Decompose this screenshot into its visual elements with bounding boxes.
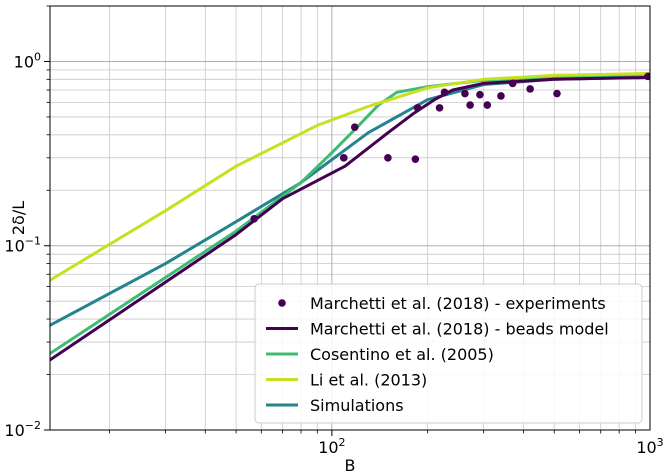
legend-label: Cosentino et al. (2005)	[310, 345, 494, 364]
y-tick-label: 10−2	[4, 419, 41, 440]
data-point	[250, 215, 259, 223]
series-line	[50, 75, 650, 362]
data-point	[526, 85, 534, 93]
x-axis-label: B	[345, 456, 356, 475]
data-point	[553, 89, 561, 98]
data-point	[384, 154, 392, 162]
data-point	[508, 79, 517, 88]
x-tick-label: 102	[318, 436, 345, 457]
series-line	[50, 72, 650, 282]
data-point	[440, 88, 449, 97]
legend-label: Li et al. (2013)	[310, 371, 427, 390]
data-point	[413, 104, 422, 112]
plot-frame	[49, 5, 651, 431]
tick-labels: 102 103 10−2 10−1 100	[4, 50, 663, 457]
data-point	[339, 154, 348, 162]
data-point	[644, 72, 650, 81]
y-tick-label: 100	[14, 50, 41, 71]
legend-label: Simulations	[310, 396, 404, 415]
x-tick-label: 103	[636, 436, 663, 457]
y-tick-label: 10−1	[4, 235, 41, 256]
series-layer	[50, 72, 650, 362]
ticks	[44, 5, 636, 436]
data-point	[476, 90, 484, 99]
data-point	[435, 104, 444, 112]
y-axis-label: 2δ/L	[9, 201, 28, 235]
legend-dot-marker	[278, 299, 286, 307]
data-point	[466, 101, 474, 109]
legend-box	[254, 283, 643, 424]
data-point	[411, 155, 420, 163]
legend-label: Marchetti et al. (2018) - experiments	[310, 294, 606, 313]
legend-label: Marchetti et al. (2018) - beads model	[310, 320, 609, 339]
legend: Marchetti et al. (2018) - experiments Mar…	[254, 283, 643, 424]
data-point	[350, 123, 359, 131]
data-point	[497, 92, 505, 100]
data-point	[483, 101, 492, 109]
data-point	[461, 89, 469, 98]
